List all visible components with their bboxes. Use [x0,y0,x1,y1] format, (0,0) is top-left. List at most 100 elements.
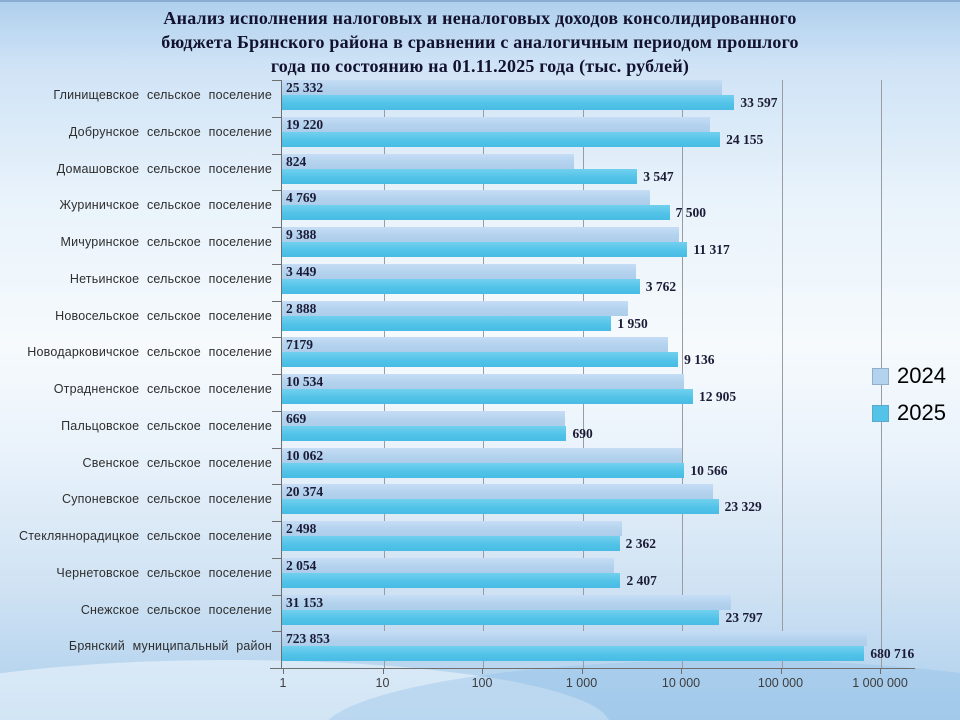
value-label-2024: 2 888 [286,300,317,316]
bar-2024 [282,410,566,426]
x-axis-tickmark [482,669,483,674]
category-axis-tick [272,594,282,596]
bar-2024 [282,116,711,132]
bar-2025 [282,572,621,588]
x-axis-tick-label: 1 000 000 [852,676,908,690]
x-gridline [781,80,783,668]
x-axis-tick-label: 10 [375,676,390,690]
value-label-2025: 3 547 [643,168,674,184]
x-axis-tickmark [382,669,384,674]
bar-2024 [282,557,614,573]
category-axis-tick [272,153,282,155]
chart-title: Анализ исполнения налоговых и неналоговы… [70,6,890,78]
category-axis-tick [272,410,282,412]
value-label-2025: 11 317 [693,242,730,257]
value-label-2024: 7179 [286,337,313,353]
x-axis-tick-label: 100 [471,676,493,690]
bar-2025 [282,242,688,257]
bar-2025 [282,131,721,147]
bar-2024 [282,447,683,463]
value-label-2025: 23 797 [725,609,763,625]
bar-2025 [282,536,620,551]
value-label-2024: 10 534 [286,374,324,389]
value-label-2025: 10 566 [690,462,728,478]
x-axis-tick-label: 1 000 [565,676,598,690]
legend-item-2025: 2025 [872,400,946,426]
x-axis-tickmark [581,669,583,674]
bar-2025 [282,205,670,221]
category-axis-tick [272,116,282,118]
bar-2025 [282,646,865,662]
bar-2024 [282,374,685,389]
value-label-2024: 3 449 [286,263,317,279]
category-axis-tick [272,557,282,559]
legend-label-2024: 2024 [897,363,946,388]
bar-2025 [282,499,719,515]
category-axis-tick [272,484,282,486]
value-label-2025: 7 500 [675,205,706,221]
category-axis-tick [272,521,282,522]
x-axis-tick-label: 10 000 [661,676,701,690]
value-label-2025: 33 597 [740,95,778,110]
bar-2024 [282,594,732,610]
value-label-2025: 9 136 [684,352,715,368]
category-label: Свенское сельское поселение [82,455,272,470]
value-label-2024: 723 853 [286,631,330,647]
x-axis-tickmark [681,669,682,674]
bar-2024 [282,521,623,536]
value-label-2024: 669 [286,410,307,426]
bar-2025 [282,425,567,441]
bar-2025 [282,462,685,478]
legend-label-2025: 2025 [897,400,946,425]
category-axis-tick [272,300,282,302]
value-label-2025: 690 [572,425,593,441]
value-label-2024: 20 374 [286,484,324,500]
x-axis-tick-label: 1 [279,676,287,690]
x-axis-line [270,668,915,674]
x-axis-tickmark [880,669,881,674]
bar-2025 [282,389,694,404]
bar-2024 [282,80,723,95]
category-label: Добрунское сельское поселение [68,124,272,139]
x-axis-tick-label: 100 000 [757,676,804,690]
category-axis-tick [272,631,282,633]
category-label: Новодарковичское сельское поселение [27,345,272,360]
bar-chart-plot-area: 25 332 33 597 19 220 24 155 824 3 547 4 769 7 5… [272,80,915,669]
value-label-2025: 1 950 [617,315,648,331]
value-label-2025: 680 716 [870,646,915,662]
bar-2025 [282,168,638,184]
bar-2025 [282,315,612,331]
value-label-2025: 23 329 [724,499,762,515]
category-axis-tick [272,447,282,449]
bar-2025 [282,352,679,368]
category-axis-labels: Глинищевское сельское поселение Добрунско… [0,0,272,720]
legend-item-2024: 2024 [872,363,946,389]
category-axis-tick [272,374,282,375]
bar-2024 [282,300,629,316]
category-label: Глинищевское сельское поселение [53,88,272,102]
value-label-2025: 24 155 [726,131,764,147]
value-label-2024: 2 498 [286,521,317,536]
bar-2025 [282,278,640,294]
category-label: Чернетовское сельское поселение [56,565,272,580]
value-label-2024: 2 054 [286,557,317,573]
bar-2024 [282,337,668,353]
category-axis-tick [272,337,282,339]
value-label-2025: 3 762 [645,278,677,294]
chart-legend: 2024 2025 [872,363,946,437]
bar-2025 [282,609,720,625]
chart-title-line-3: года по состоянию на 01.11.2025 года (ты… [270,56,690,76]
category-label: Новосельское сельское поселение [55,308,272,323]
value-label-2024: 4 769 [286,190,317,206]
category-label: Мичуринское сельское поселение [60,235,272,249]
bar-2024 [282,227,680,242]
x-axis-tickmark [780,669,782,674]
value-label-2025: 2 407 [626,572,657,588]
category-label: Брянский муниципальный район [68,639,272,654]
category-axis-tick [272,263,282,265]
bar-2024 [282,190,650,206]
category-label: Домашовское сельское поселение [56,161,272,176]
bar-2024 [282,631,868,647]
value-label-2024: 9 388 [286,227,317,242]
value-label-2025: 12 905 [699,389,737,404]
